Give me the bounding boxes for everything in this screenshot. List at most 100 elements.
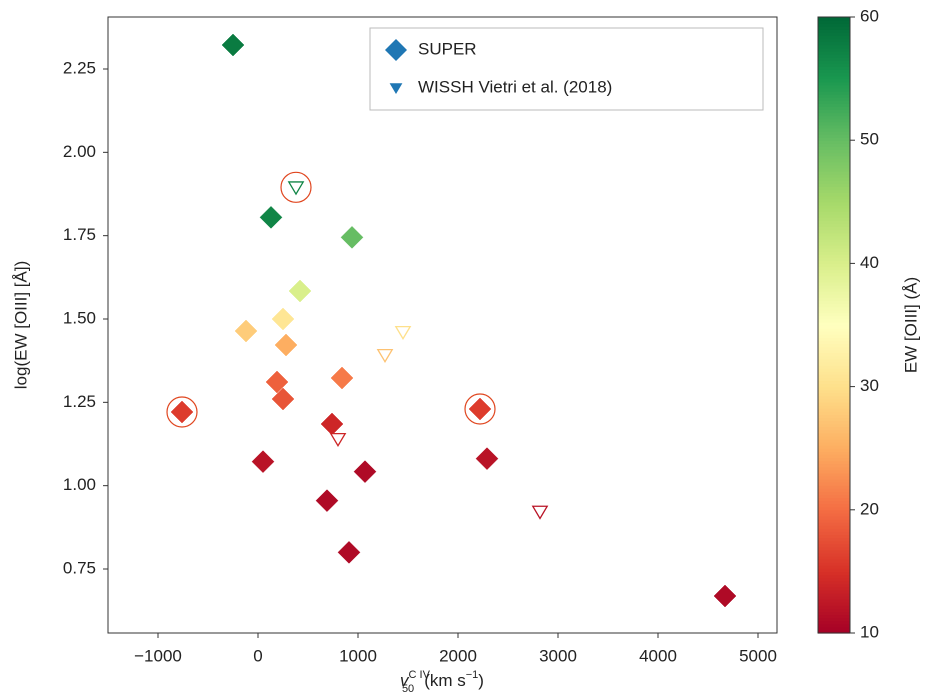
point — [271, 307, 295, 331]
colorbar-segment — [818, 537, 850, 542]
colorbar-segment — [818, 57, 850, 61]
colorbar-segment — [818, 565, 850, 569]
colorbar-segment — [818, 20, 850, 24]
colorbar-segment — [818, 109, 850, 114]
colorbar-segment — [818, 374, 850, 378]
colorbar-segment — [818, 143, 850, 147]
colorbar-segment — [818, 244, 850, 249]
colorbar-segment — [818, 617, 850, 622]
colorbar-segment — [818, 238, 850, 243]
colorbar-segment — [818, 380, 850, 385]
colorbar-segment — [818, 309, 850, 314]
colorbar-segment — [818, 226, 850, 231]
x-axis-label: vC IV 50 (km s−1) — [400, 669, 484, 694]
colorbar-tick-label: 30 — [860, 376, 879, 395]
colorbar-segment — [818, 568, 850, 572]
colorbar-segment — [818, 103, 850, 107]
colorbar-segment — [818, 284, 850, 289]
colorbar-segment — [818, 586, 850, 591]
colorbar-segment — [818, 177, 850, 181]
colorbar-segment — [818, 408, 850, 412]
colorbar-segment — [818, 269, 850, 274]
colorbar-segment — [818, 161, 850, 166]
colorbar-segment — [818, 134, 850, 138]
point — [170, 400, 194, 424]
point — [288, 279, 312, 303]
colorbar-segment — [818, 577, 850, 582]
point — [468, 397, 492, 421]
colorbar-segment — [818, 466, 850, 471]
colorbar-segment — [818, 189, 850, 194]
colorbar-segment — [818, 115, 850, 120]
colorbar-segment — [818, 106, 850, 110]
colorbar-segment — [818, 432, 850, 437]
colorbar-segment — [818, 571, 850, 576]
colorbar-segment — [818, 26, 850, 30]
colorbar-segment — [818, 451, 850, 455]
colorbar-segment — [818, 355, 850, 360]
colorbar-segment — [818, 497, 850, 502]
colorbar-segment — [818, 291, 850, 295]
colorbar-segment — [818, 17, 850, 21]
colorbar-segment — [818, 260, 850, 264]
colorbar-segment — [818, 201, 850, 206]
colorbar-segment — [818, 337, 850, 341]
colorbar-segment — [818, 328, 850, 332]
colorbar-segment — [818, 146, 850, 151]
x-label-symbol: v — [400, 671, 410, 690]
colorbar-segment — [818, 386, 850, 391]
colorbar-segment — [818, 583, 850, 588]
point — [274, 333, 298, 357]
colorbar-segment — [818, 331, 850, 335]
colorbar-segment — [818, 429, 850, 434]
x-tick-label: 5000 — [739, 646, 777, 665]
colorbar-tick-label: 40 — [860, 253, 879, 272]
colorbar-segment — [818, 294, 850, 298]
x-label-sub: 50 — [402, 683, 414, 694]
x-label-unit: (km s — [424, 671, 466, 690]
colorbar-tick-label: 60 — [860, 6, 879, 25]
colorbar-segment — [818, 50, 850, 55]
point — [330, 366, 354, 390]
colorbar-segment — [818, 543, 850, 548]
colorbar-segment — [818, 340, 850, 345]
point — [234, 319, 258, 343]
colorbar-segment — [818, 592, 850, 597]
colorbar-segment — [818, 506, 850, 511]
point — [221, 33, 245, 57]
colorbar-segment — [818, 204, 850, 209]
colorbar-segment — [818, 72, 850, 77]
colorbar-segment — [818, 155, 850, 160]
colorbar-segment — [818, 306, 850, 311]
colorbar-segment — [818, 69, 850, 74]
colorbar-segment — [818, 41, 850, 46]
legend-marker — [385, 39, 407, 61]
colorbar-segment — [818, 515, 850, 520]
colorbar-segment — [818, 546, 850, 551]
colorbar-segment — [818, 318, 850, 323]
colorbar-segment — [818, 130, 850, 135]
colorbar-segment — [818, 47, 850, 52]
y-tick-label: 1.50 — [63, 308, 96, 327]
colorbar-segment — [818, 602, 850, 606]
x-tick-label: 4000 — [639, 646, 677, 665]
colorbar-segment — [818, 549, 850, 554]
colorbar-segment — [818, 531, 850, 536]
colorbar-segment — [818, 66, 850, 70]
colorbar-segment — [818, 460, 850, 465]
colorbar-segment — [818, 315, 850, 320]
colorbar-segment — [818, 368, 850, 372]
colorbar-segment — [818, 343, 850, 348]
y-tick-label: 2.25 — [63, 58, 96, 77]
x-tick-label: 0 — [253, 646, 262, 665]
colorbar-segment — [818, 214, 850, 218]
colorbar-segment — [818, 552, 850, 557]
colorbar-segment — [818, 297, 850, 301]
colorbar-segment — [818, 263, 850, 268]
colorbar-segment — [818, 509, 850, 514]
colorbar-segment — [818, 248, 850, 252]
colorbar-segment — [818, 580, 850, 585]
colorbar-segment — [818, 525, 850, 529]
colorbar-segment — [818, 100, 850, 104]
colorbar-segment — [818, 35, 850, 40]
